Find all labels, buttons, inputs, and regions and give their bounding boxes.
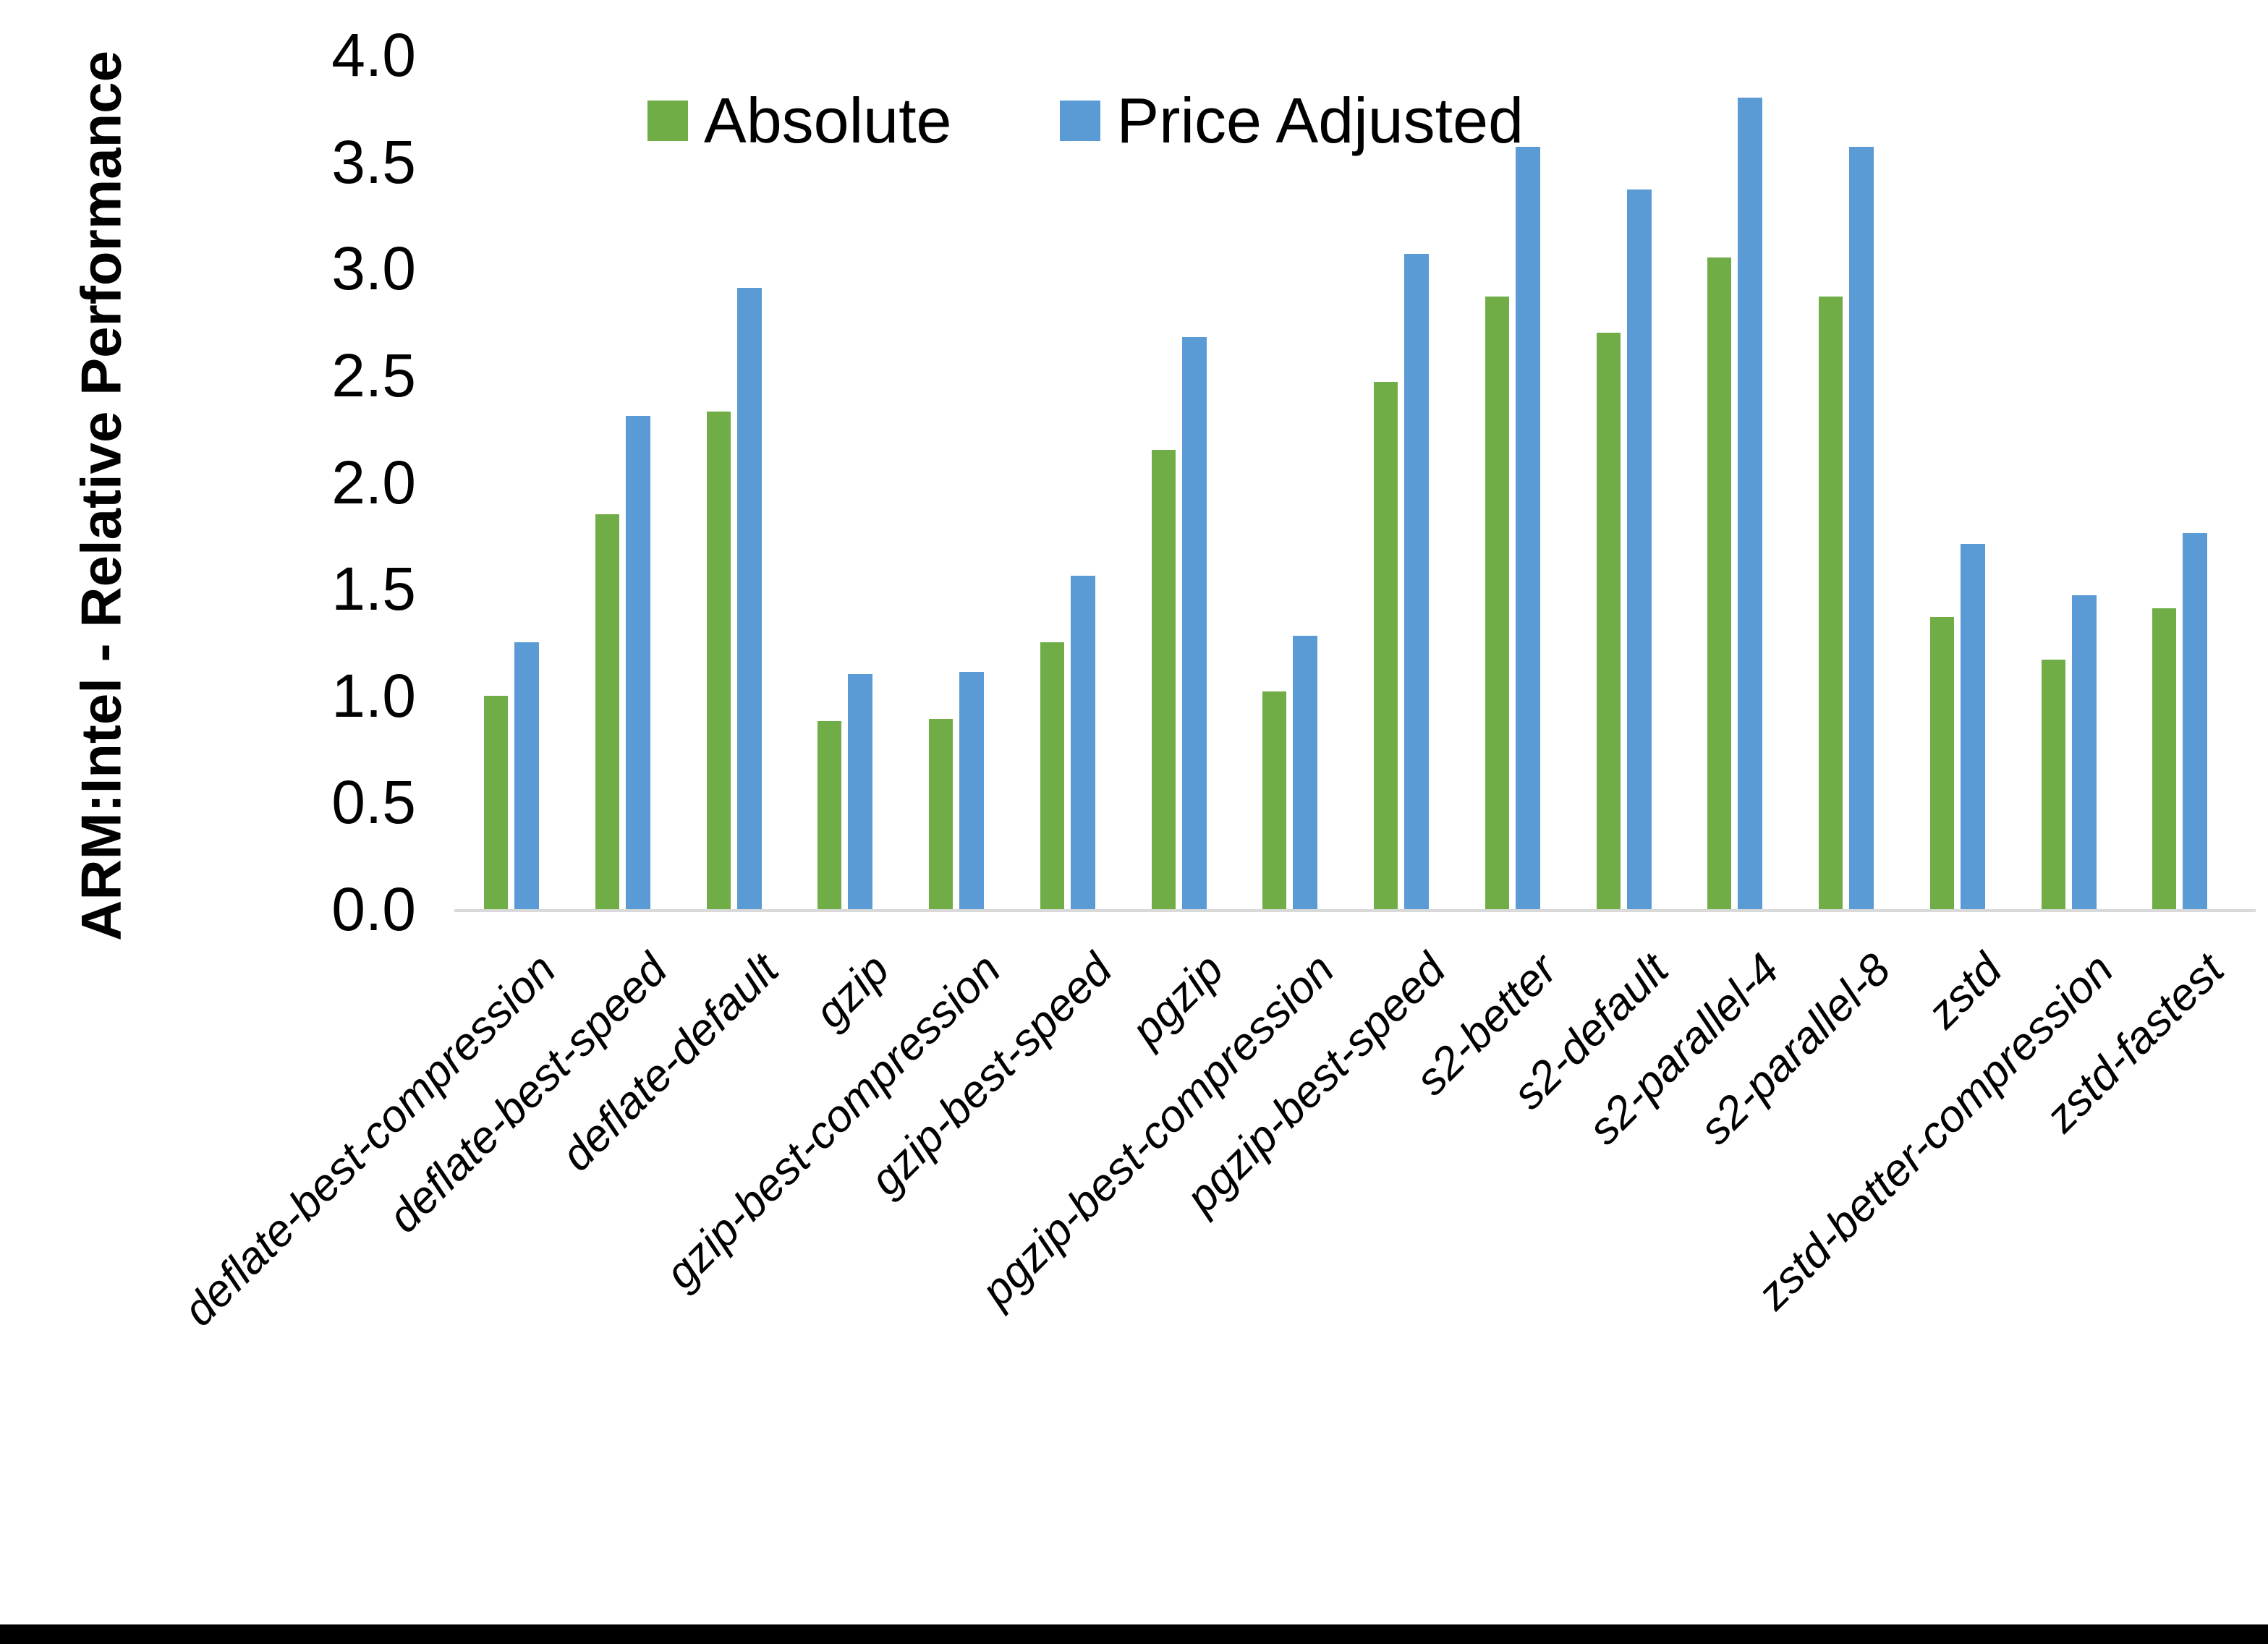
legend-swatch-absolute xyxy=(647,101,688,141)
bar-zstd-price-adjusted xyxy=(1960,544,1985,909)
bar-group-s2-parallel-8 xyxy=(1798,147,1909,909)
bar-pgzip-best-speed-price-adjusted xyxy=(1404,254,1429,909)
bar-gzip-best-compression-price-adjusted xyxy=(959,672,984,909)
y-tick-label: 4.0 xyxy=(331,21,416,89)
bar-group-s2-better xyxy=(1464,147,1576,909)
y-tick-label: 3.5 xyxy=(331,127,416,196)
x-axis-line xyxy=(454,909,2256,912)
bar-zstd-fastest-absolute xyxy=(2152,608,2177,909)
bar-group-pgzip-best-speed xyxy=(1353,254,1464,909)
bar-s2-parallel-4-absolute xyxy=(1707,257,1732,909)
bar-deflate-best-speed-absolute xyxy=(595,514,619,909)
bar-group-gzip-best-compression xyxy=(908,672,1019,909)
y-tick-label: 2.0 xyxy=(331,448,416,516)
bar-group-deflate-default xyxy=(686,288,797,909)
bar-pgzip-best-compression-absolute xyxy=(1262,691,1287,909)
bar-gzip-best-speed-absolute xyxy=(1040,642,1064,909)
y-tick-label: 1.5 xyxy=(331,555,416,623)
y-axis-title: ARM:Intel - Relative Performance xyxy=(69,51,133,941)
bar-group-deflate-best-speed xyxy=(574,416,686,909)
legend-swatch-price-adjusted xyxy=(1060,101,1101,141)
bar-group-zstd xyxy=(1909,544,2021,909)
bar-gzip-price-adjusted xyxy=(848,674,873,909)
y-tick-label: 3.0 xyxy=(331,234,416,303)
y-tick-label: 2.5 xyxy=(331,341,416,409)
bar-s2-parallel-4-price-adjusted xyxy=(1738,98,1763,909)
bar-group-deflate-best-compression xyxy=(463,642,574,909)
legend-item-price-adjusted: Price Adjusted xyxy=(1060,84,1524,158)
bar-group-pgzip xyxy=(1131,337,1242,909)
bar-gzip-best-compression-absolute xyxy=(929,719,953,909)
bar-group-pgzip-best-compression xyxy=(1241,636,1353,909)
bar-zstd-absolute xyxy=(1929,617,1954,909)
bar-pgzip-absolute xyxy=(1151,450,1176,909)
bar-s2-better-price-adjusted xyxy=(1515,147,1540,909)
bar-gzip-best-speed-price-adjusted xyxy=(1070,576,1095,909)
plot-area xyxy=(454,55,2256,912)
bar-pgzip-best-speed-absolute xyxy=(1374,382,1398,909)
y-tick-label: 0.5 xyxy=(331,768,416,837)
bar-pgzip-price-adjusted xyxy=(1181,337,1207,909)
bar-group-gzip-best-speed xyxy=(1019,576,1131,909)
bar-gzip-absolute xyxy=(817,721,842,909)
bar-group-gzip xyxy=(797,674,908,909)
legend-label-price-adjusted: Price Adjusted xyxy=(1116,85,1524,156)
y-tick-label: 1.0 xyxy=(331,661,416,730)
bar-deflate-best-speed-price-adjusted xyxy=(625,416,650,909)
bar-s2-parallel-8-absolute xyxy=(1819,297,1843,909)
bar-s2-default-price-adjusted xyxy=(1626,189,1652,909)
bottom-border xyxy=(0,1624,2268,1644)
bar-zstd-better-compression-absolute xyxy=(2041,660,2065,909)
bar-deflate-best-compression-absolute xyxy=(484,696,508,909)
bar-zstd-fastest-price-adjusted xyxy=(2183,533,2208,909)
bar-group-zstd-fastest xyxy=(2131,533,2243,909)
legend: Absolute Price Adjusted xyxy=(647,84,1524,158)
bar-s2-default-absolute xyxy=(1596,333,1621,909)
bar-zstd-better-compression-price-adjusted xyxy=(2071,595,2097,909)
bar-deflate-default-absolute xyxy=(706,412,731,909)
bar-group-zstd-better-compression xyxy=(2021,595,2132,909)
legend-label-absolute: Absolute xyxy=(704,85,952,156)
bar-group-s2-default xyxy=(1576,189,1687,909)
legend-item-absolute: Absolute xyxy=(647,84,951,158)
bar-group-s2-parallel-4 xyxy=(1686,98,1798,909)
bar-s2-parallel-8-price-adjusted xyxy=(1849,147,1874,909)
bar-s2-better-absolute xyxy=(1485,297,1509,909)
y-tick-label: 0.0 xyxy=(331,875,416,943)
bar-pgzip-best-compression-price-adjusted xyxy=(1293,636,1318,909)
bar-deflate-best-compression-price-adjusted xyxy=(514,642,539,909)
bar-deflate-default-price-adjusted xyxy=(736,288,762,909)
